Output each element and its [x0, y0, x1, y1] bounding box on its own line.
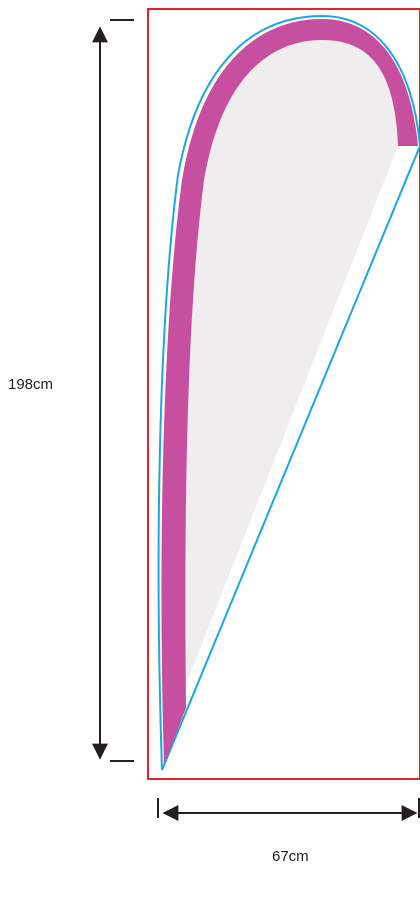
- width-label: 67cm: [272, 848, 309, 865]
- flag-outline: [157, 14, 420, 771]
- print-area-frame: [147, 8, 420, 780]
- flag-fabric: [170, 28, 398, 720]
- flag-pole-sleeve: [161, 19, 418, 765]
- height-label: 198cm: [8, 376, 54, 393]
